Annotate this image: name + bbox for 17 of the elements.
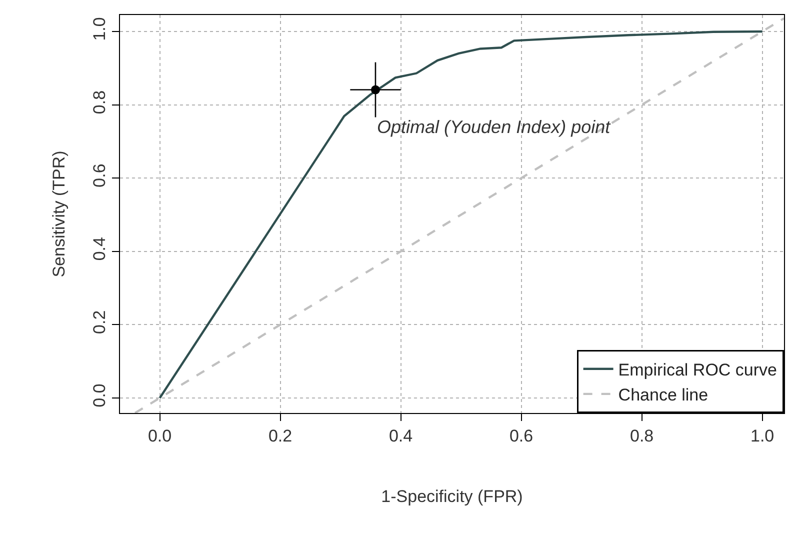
- y-tick-label: 0.6: [90, 164, 110, 188]
- x-tick-label: 0.4: [388, 426, 413, 446]
- x-tick-label: 1.0: [750, 426, 774, 446]
- y-tick-label: 0.8: [90, 90, 110, 114]
- annotation: Optimal (Youden Index) point: [377, 117, 612, 137]
- x-tick-label: 0.2: [268, 426, 292, 446]
- x-tick-label: 0.0: [148, 426, 172, 446]
- y-tick-label: 1.0: [90, 17, 110, 41]
- y-tick-label: 0.0: [90, 384, 110, 408]
- x-tick-label: 0.8: [630, 426, 654, 446]
- x-axis-title: 1-Specificity (FPR): [381, 486, 523, 506]
- y-axis-title: Sensitivity (TPR): [50, 150, 69, 278]
- legend-label: Empirical ROC curve: [618, 360, 778, 380]
- y-tick-label: 0.4: [90, 237, 110, 261]
- x-tick-label: 0.6: [509, 426, 534, 446]
- y-tick-label: 0.2: [90, 310, 110, 334]
- legend-label: Chance line: [618, 386, 708, 405]
